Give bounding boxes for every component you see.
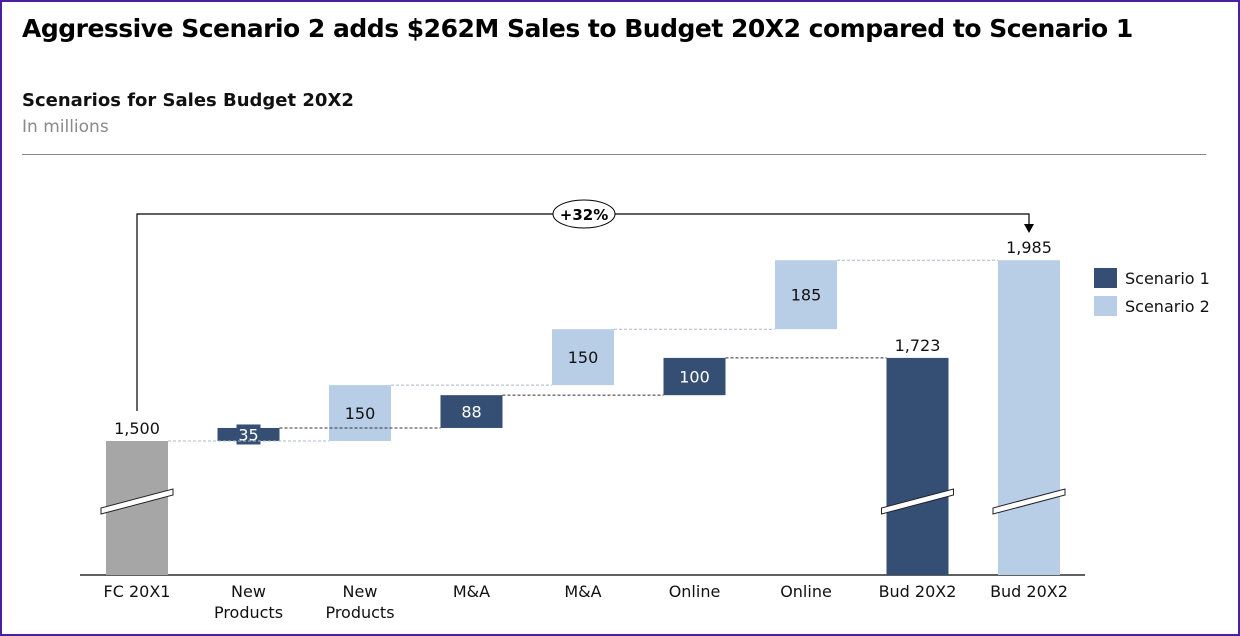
legend-swatch xyxy=(1094,296,1117,316)
bar-scenario-1 xyxy=(886,357,949,575)
legend-label: Scenario 2 xyxy=(1125,297,1210,316)
chart-subtitle: Scenarios for Sales Budget 20X2 xyxy=(22,90,354,111)
arrow-down-icon xyxy=(1024,224,1034,233)
category-label: Products xyxy=(214,603,283,622)
bar-label-box xyxy=(236,424,261,445)
data-label: 35 xyxy=(238,425,258,444)
bar-scenario-2 xyxy=(552,329,614,386)
category-label: New xyxy=(343,582,378,601)
data-label: 1,500 xyxy=(114,419,160,438)
data-label: 150 xyxy=(345,404,376,423)
category-label: FC 20X1 xyxy=(104,582,171,601)
divider xyxy=(22,154,1206,155)
data-label: 88 xyxy=(461,403,481,422)
axis-break-icon xyxy=(100,488,174,515)
data-label: 150 xyxy=(568,348,599,367)
axis-break-icon xyxy=(992,488,1066,515)
category-label: Bud 20X2 xyxy=(879,582,957,601)
data-label: 185 xyxy=(791,286,822,305)
units-label: In millions xyxy=(22,117,109,137)
data-label: 1,985 xyxy=(1006,238,1052,257)
category-label: Products xyxy=(325,603,394,622)
legend-label: Scenario 1 xyxy=(1125,269,1210,288)
page-title: Aggressive Scenario 2 adds $262M Sales t… xyxy=(22,14,1133,43)
growth-label: +32% xyxy=(560,206,608,224)
legend-swatch xyxy=(1094,268,1117,288)
data-label: 100 xyxy=(679,368,710,387)
category-label: New xyxy=(231,582,266,601)
category-label: Bud 20X2 xyxy=(990,582,1068,601)
category-label: Online xyxy=(669,582,721,601)
category-label: M&A xyxy=(564,582,601,601)
bar-scenario-1 xyxy=(663,357,726,396)
bar-scenario-2 xyxy=(775,260,837,330)
category-label: Online xyxy=(780,582,832,601)
growth-badge xyxy=(552,199,616,229)
bar-scenario-2 xyxy=(998,260,1060,575)
bar-scenario-1 xyxy=(440,395,503,428)
axis-break-icon xyxy=(881,488,954,515)
bar-scenario-2 xyxy=(329,385,391,441)
data-label: 1,723 xyxy=(895,336,941,355)
category-label: M&A xyxy=(453,582,490,601)
